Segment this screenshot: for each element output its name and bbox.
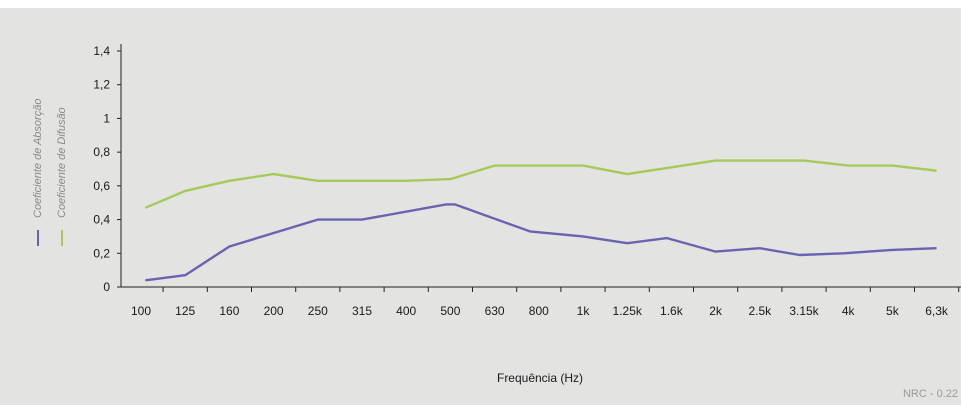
x-tick-label: 1.25k [613,304,643,318]
legend-label: Coeficiente de Absorção [32,99,44,218]
x-tick-label: 315 [352,304,372,318]
series-line-difusao [144,159,937,209]
nrc-footnote: NRC - 0.22 [903,388,958,400]
x-tick-label: 100 [131,304,151,318]
x-tick-label: 5k [886,304,900,318]
y-tick-label: 0,6 [93,179,110,193]
y-tick-label: 0,8 [93,145,110,159]
x-tick-label: 160 [219,304,239,318]
x-axis-ticks: 100 125 160 200 250 315 400 500 630 800 1k 1.25k 1.6… [131,287,960,318]
x-tick-label: 400 [396,304,416,318]
x-tick-label: 3.15k [789,304,819,318]
y-tick-label: 0,4 [93,213,110,227]
series-line-absorcao [145,203,937,282]
x-tick-label: 6,3k [925,304,949,318]
x-tick-label: 2k [709,304,723,318]
x-tick-label: 250 [308,304,328,318]
x-tick-label: 1k [577,304,591,318]
legend: Coeficiente de Absorção Coeficiente de Di… [32,99,68,246]
x-tick-label: 1.6k [660,304,684,318]
x-tick-label: 800 [529,304,549,318]
x-tick-label: 125 [175,304,195,318]
x-tick-label: 630 [485,304,505,318]
x-tick-label: 2.5k [748,304,772,318]
x-tick-label: 200 [264,304,284,318]
y-tick-label: 1 [103,111,110,125]
y-tick-label: 0 [103,280,110,294]
y-tick-label: 1,2 [93,78,110,92]
line-chart: 0 0,2 0,4 0,6 0,8 1 1,2 1,4 100 125 160 200 250 315 4… [32,44,961,400]
y-tick-label: 0,2 [93,246,110,260]
y-axis-ticks: 0 0,2 0,4 0,6 0,8 1 1,2 1,4 [93,44,121,294]
x-tick-label: 4k [842,304,856,318]
series-lines [144,159,937,282]
x-tick-label: 500 [440,304,460,318]
x-axis-title: Frequência (Hz) [497,371,583,385]
chart-panel: 0 0,2 0,4 0,6 0,8 1 1,2 1,4 100 125 160 200 250 315 4… [0,8,961,405]
legend-label: Coeficiente de Difusão [56,107,68,218]
y-tick-label: 1,4 [93,44,110,58]
